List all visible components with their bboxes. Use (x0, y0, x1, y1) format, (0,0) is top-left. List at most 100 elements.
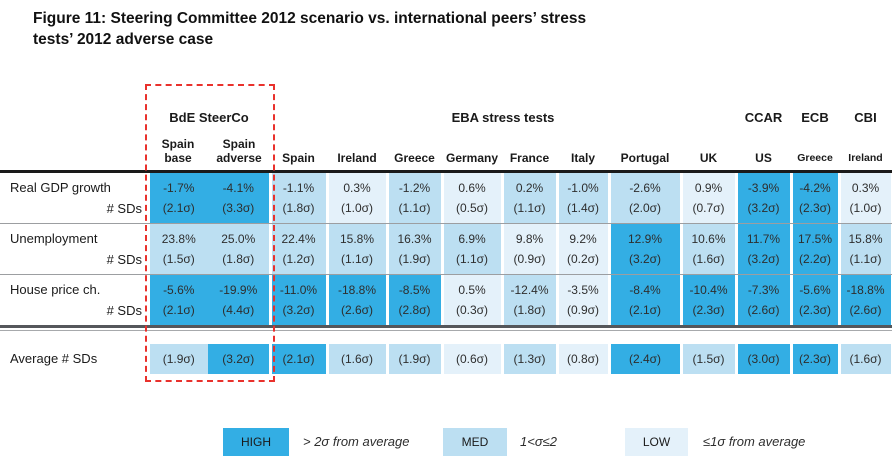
legend-desc-low: ≤1σ from average (703, 434, 806, 449)
cell-sds-value: (1.8σ) (282, 201, 315, 215)
table-body: Real GDP growth # SDs -1.7% (2.1σ) -4.1% (3.3… (0, 173, 892, 325)
cell-sds-value: (1.8σ) (513, 303, 546, 317)
cell-fill: -7.3% (2.6σ) (737, 275, 790, 325)
cell-value: 12.9% (627, 232, 663, 246)
data-cell: -19.9% (4.4σ) (208, 275, 270, 325)
summary-cell: (1.9σ) (387, 344, 442, 374)
cell-fill: -19.9% (4.4σ) (208, 275, 269, 325)
column-header: US (755, 150, 772, 165)
table-header: BdE SteerCo EBA stress tests CCAR ECB CBI Spa… (0, 84, 892, 173)
cell-value: 0.9% (694, 181, 723, 195)
data-cell: -1.0% (1.4σ) (557, 173, 609, 223)
legend-desc-high: > 2σ from average (303, 434, 410, 449)
cell-sds-value: (2.3σ) (692, 303, 725, 317)
table-row-group: House price ch. # SDs -5.6% (2.1σ) -19.9% (4.… (0, 275, 892, 325)
cell-sds-value: (2.6σ) (849, 303, 882, 317)
table-row-group: Real GDP growth # SDs -1.7% (2.1σ) -4.1% (3.3… (0, 173, 892, 224)
cell-sds-value: (3.2σ) (282, 303, 315, 317)
legend-swatch-med: MED (443, 428, 507, 456)
cell-value: -19.9% (219, 283, 258, 297)
column-header: Italy (570, 150, 595, 165)
cell-fill: -8.5% (2.8σ) (388, 275, 441, 325)
data-cell: 17.5% (2.2σ) (791, 224, 839, 274)
data-cell: -1.1% (1.8σ) (270, 173, 327, 223)
cell-sds-value: (1.1σ) (455, 252, 489, 266)
cell-sds-value: (0.9σ) (566, 303, 600, 317)
cell-value: -1.1% (282, 181, 315, 195)
legend-swatch-low: LOW (625, 428, 688, 456)
data-cell: 0.3% (1.0σ) (327, 173, 387, 223)
data-cell: 0.5% (0.3σ) (442, 275, 502, 325)
summary-cell: (3.2σ) (208, 344, 270, 374)
cell-value: 10.6% (691, 232, 726, 246)
data-cell: -2.6% (2.0σ) (609, 173, 681, 223)
cell-fill: -1.0% (1.4σ) (558, 173, 608, 223)
column-header: UK (699, 150, 718, 165)
cell-value: -5.6% (163, 283, 195, 297)
cell-sds-value: (4.4σ) (222, 303, 255, 317)
cell-fill: -8.4% (2.1σ) (610, 275, 680, 325)
cell-fill: -18.8% (2.6σ) (840, 275, 891, 325)
cell-sds-value: (2.1σ) (162, 303, 195, 317)
data-cell: 9.2% (0.2σ) (557, 224, 609, 274)
legend-desc-med: 1<σ≤2 (520, 434, 558, 449)
figure-title: Figure 11: Steering Committee 2012 scena… (33, 8, 586, 51)
summary-cell: (0.8σ) (557, 344, 609, 374)
cell-value: -2.6% (629, 181, 661, 195)
cell-fill: 10.6% (1.6σ) (682, 224, 735, 274)
data-cell: -18.8% (2.6σ) (839, 275, 892, 325)
row-label-cell: Unemployment # SDs (0, 224, 148, 274)
summary-cell: (2.1σ) (270, 344, 327, 374)
cell-fill: 0.2% (1.1σ) (503, 173, 556, 223)
cell-value: 0.6% (458, 181, 486, 195)
legend: HIGH > 2σ from average MED 1<σ≤2 LOW ≤1σ from… (0, 427, 892, 457)
data-cell: 6.9% (1.1σ) (442, 224, 502, 274)
cell-fill: -11.0% (3.2σ) (271, 275, 326, 325)
cell-fill: 15.8% (1.1σ) (840, 224, 891, 274)
cell-value: -4.2% (799, 181, 831, 195)
summary-cell-fill: (3.0σ) (737, 344, 790, 374)
cell-fill: 6.9% (1.1σ) (443, 224, 501, 274)
cell-fill: -3.9% (3.2σ) (737, 173, 790, 223)
cell-value: -3.5% (567, 283, 599, 297)
column-header: Greece (394, 150, 435, 165)
data-cell: -8.5% (2.8σ) (387, 275, 442, 325)
cell-sds-value: (0.7σ) (692, 201, 725, 215)
summary-cell-fill: (0.8σ) (558, 344, 608, 374)
cell-sds-value: (0.3σ) (455, 303, 489, 317)
row-sds-label: # SDs (106, 303, 142, 318)
cell-sds-value: (2.2σ) (798, 252, 832, 266)
column-header: Spain base (161, 137, 195, 165)
data-cell: -4.2% (2.3σ) (791, 173, 839, 223)
data-cell: -5.6% (2.3σ) (791, 275, 839, 325)
cell-sds-value: (0.2σ) (566, 252, 600, 266)
cell-value: -8.4% (629, 283, 661, 297)
column-group-label: CCAR (744, 110, 783, 125)
cell-fill: -12.4% (1.8σ) (503, 275, 556, 325)
cell-sds-value: (1.5σ) (162, 252, 195, 266)
cell-fill: -5.6% (2.1σ) (149, 275, 208, 325)
cell-sds-value: (1.6σ) (692, 252, 725, 266)
data-cell: 15.8% (1.1σ) (839, 224, 892, 274)
cell-value: -3.9% (747, 181, 780, 195)
summary-cell: (2.4σ) (609, 344, 681, 374)
cell-fill: -5.6% (2.3σ) (792, 275, 838, 325)
data-cell: -1.7% (2.1σ) (148, 173, 208, 223)
row-sds-label: # SDs (106, 252, 142, 267)
column-header: Spain adverse (216, 137, 262, 165)
cell-sds-value: (2.0σ) (628, 201, 662, 215)
summary-cell: (1.6σ) (327, 344, 387, 374)
data-cell: -7.3% (2.6σ) (736, 275, 791, 325)
cell-sds-value: (1.1σ) (513, 201, 546, 215)
data-cell: 9.8% (0.9σ) (502, 224, 557, 274)
cell-value: -11.0% (279, 283, 318, 297)
cell-fill: -3.5% (0.9σ) (558, 275, 608, 325)
summary-cell-fill: (0.6σ) (443, 344, 501, 374)
cell-value: 15.8% (339, 232, 375, 246)
data-cell: 15.8% (1.1σ) (327, 224, 387, 274)
column-group-label: BdE SteerCo (169, 110, 249, 125)
cell-value: 16.3% (397, 232, 432, 246)
row-label-cell: Real GDP growth # SDs (0, 173, 148, 223)
stress-test-table: BdE SteerCo EBA stress tests CCAR ECB CBI Spa… (0, 84, 892, 382)
cell-sds-value: (2.3σ) (798, 303, 832, 317)
